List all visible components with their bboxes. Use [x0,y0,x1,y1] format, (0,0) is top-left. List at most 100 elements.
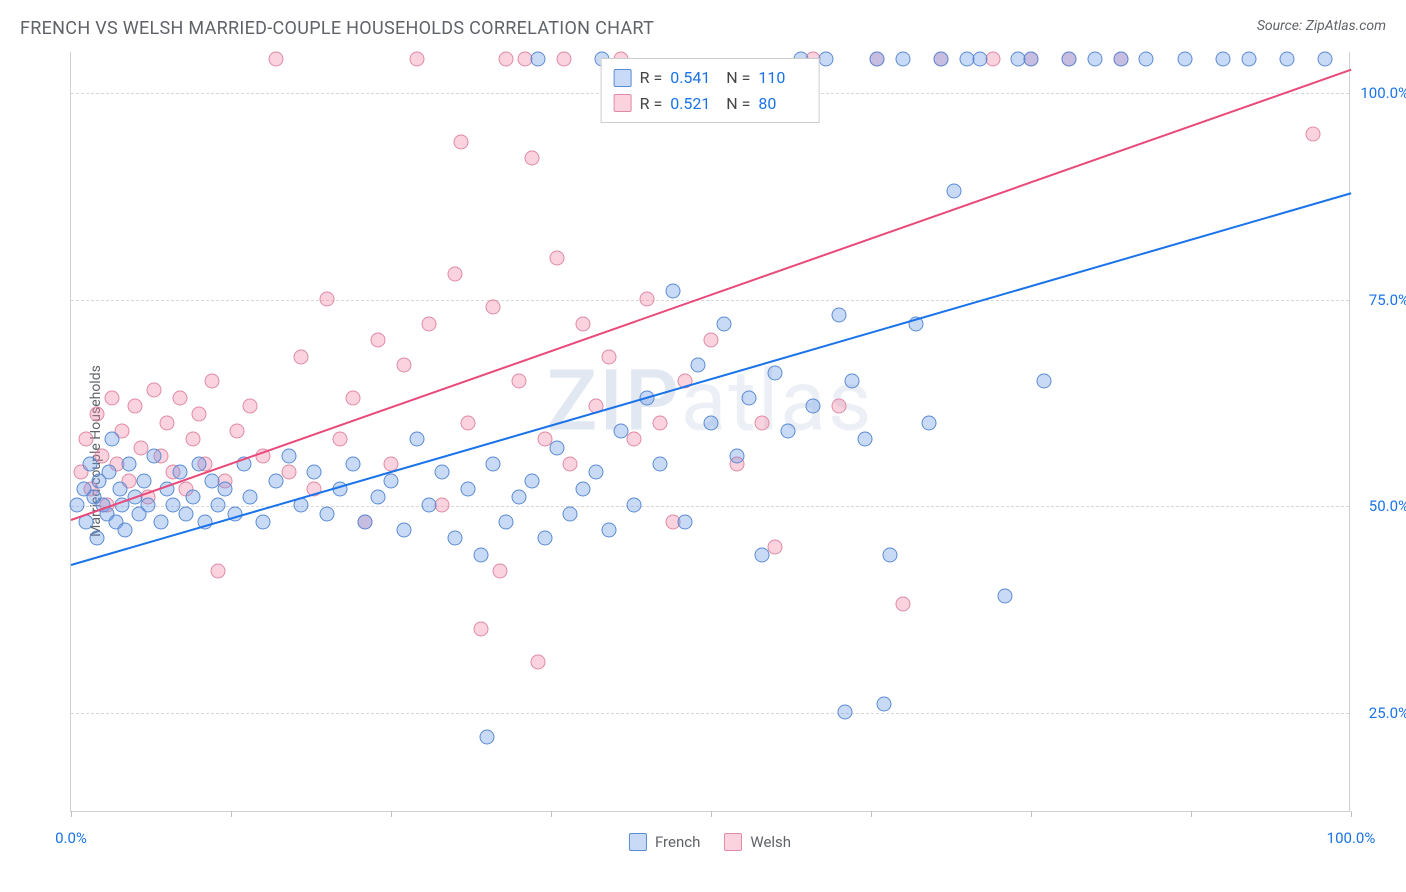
scatter-point-welsh [294,349,309,364]
scatter-point-welsh [211,564,226,579]
scatter-point-welsh [576,316,591,331]
scatter-point-french [153,514,168,529]
scatter-point-welsh [281,465,296,480]
scatter-point-welsh [486,300,501,315]
scatter-point-welsh [640,291,655,306]
scatter-point-french [576,481,591,496]
scatter-point-welsh [320,291,335,306]
scatter-point-welsh [460,415,475,430]
swatch-welsh [614,94,632,112]
source-attribution: Source: ZipAtlas.com [1257,18,1386,34]
scatter-point-welsh [601,349,616,364]
scatter-point-welsh [172,390,187,405]
scatter-point-french [121,457,136,472]
scatter-point-french [1088,52,1103,67]
stat-label: R = [640,91,663,117]
scatter-point-french [117,523,132,538]
scatter-point-welsh [768,539,783,554]
scatter-point-french [768,366,783,381]
scatter-point-french [844,374,859,389]
scatter-point-welsh [104,390,119,405]
scatter-point-french [921,415,936,430]
scatter-point-french [281,448,296,463]
scatter-point-french [136,473,151,488]
x-tick [711,811,712,817]
scatter-point-french [537,531,552,546]
scatter-point-french [780,424,795,439]
x-tick [1191,811,1192,817]
x-tick-label-right: 100.0% [1327,829,1376,847]
scatter-point-french [1241,52,1256,67]
gridline [71,300,1349,301]
scatter-point-welsh [435,498,450,513]
stat-r-welsh: 0.521 [670,91,718,117]
scatter-point-french [192,457,207,472]
scatter-point-french [524,473,539,488]
swatch-french [614,69,632,87]
x-tick [391,811,392,817]
scatter-point-french [896,52,911,67]
scatter-point-french [614,424,629,439]
x-tick [871,811,872,817]
scatter-point-french [345,457,360,472]
scatter-point-french [627,498,642,513]
scatter-point-french [998,589,1013,604]
scatter-point-french [1139,52,1154,67]
scatter-point-welsh [79,432,94,447]
scatter-point-french [870,52,885,67]
bottom-legend: French Welsh [629,833,791,851]
scatter-point-french [550,440,565,455]
scatter-point-french [217,481,232,496]
scatter-point-french [112,481,127,496]
scatter-point-welsh [230,424,245,439]
scatter-point-french [729,448,744,463]
scatter-point-french [371,490,386,505]
scatter-point-french [486,457,501,472]
scatter-point-french [806,399,821,414]
scatter-point-french [435,465,450,480]
scatter-point-french [179,506,194,521]
scatter-point-french [1113,52,1128,67]
stats-row-welsh: R = 0.521 N = 80 [614,91,807,117]
x-tick [1031,811,1032,817]
scatter-point-french [652,457,667,472]
scatter-point-french [1280,52,1295,67]
scatter-point-welsh [627,432,642,447]
scatter-point-french [384,473,399,488]
scatter-point-welsh [1305,126,1320,141]
scatter-point-welsh [332,432,347,447]
scatter-point-welsh [448,267,463,282]
scatter-point-french [104,432,119,447]
stat-label: R = [640,65,663,91]
legend-label-french: French [655,833,700,851]
scatter-point-welsh [160,415,175,430]
scatter-point-welsh [652,415,667,430]
scatter-point-french [422,498,437,513]
scatter-point-french [716,316,731,331]
y-tick-label: 75.0% [1369,291,1406,309]
scatter-point-french [499,514,514,529]
scatter-point-french [601,523,616,538]
scatter-point-welsh [704,333,719,348]
scatter-point-welsh [409,52,424,67]
chart-title: FRENCH VS WELSH MARRIED-COUPLE HOUSEHOLD… [20,18,654,39]
scatter-point-french [211,498,226,513]
scatter-point-french [460,481,475,496]
scatter-point-french [876,696,891,711]
scatter-point-french [531,52,546,67]
scatter-point-french [448,531,463,546]
scatter-point-french [268,473,283,488]
scatter-point-french [185,490,200,505]
scatter-point-french [857,432,872,447]
scatter-point-welsh [563,457,578,472]
y-tick-label: 25.0% [1369,704,1406,722]
scatter-point-welsh [531,655,546,670]
legend-label-welsh: Welsh [750,833,791,851]
scatter-point-french [1177,52,1192,67]
scatter-point-french [102,465,117,480]
scatter-point-french [947,184,962,199]
scatter-point-welsh [524,151,539,166]
scatter-point-welsh [473,622,488,637]
scatter-point-welsh [371,333,386,348]
swatch-french [629,833,647,851]
